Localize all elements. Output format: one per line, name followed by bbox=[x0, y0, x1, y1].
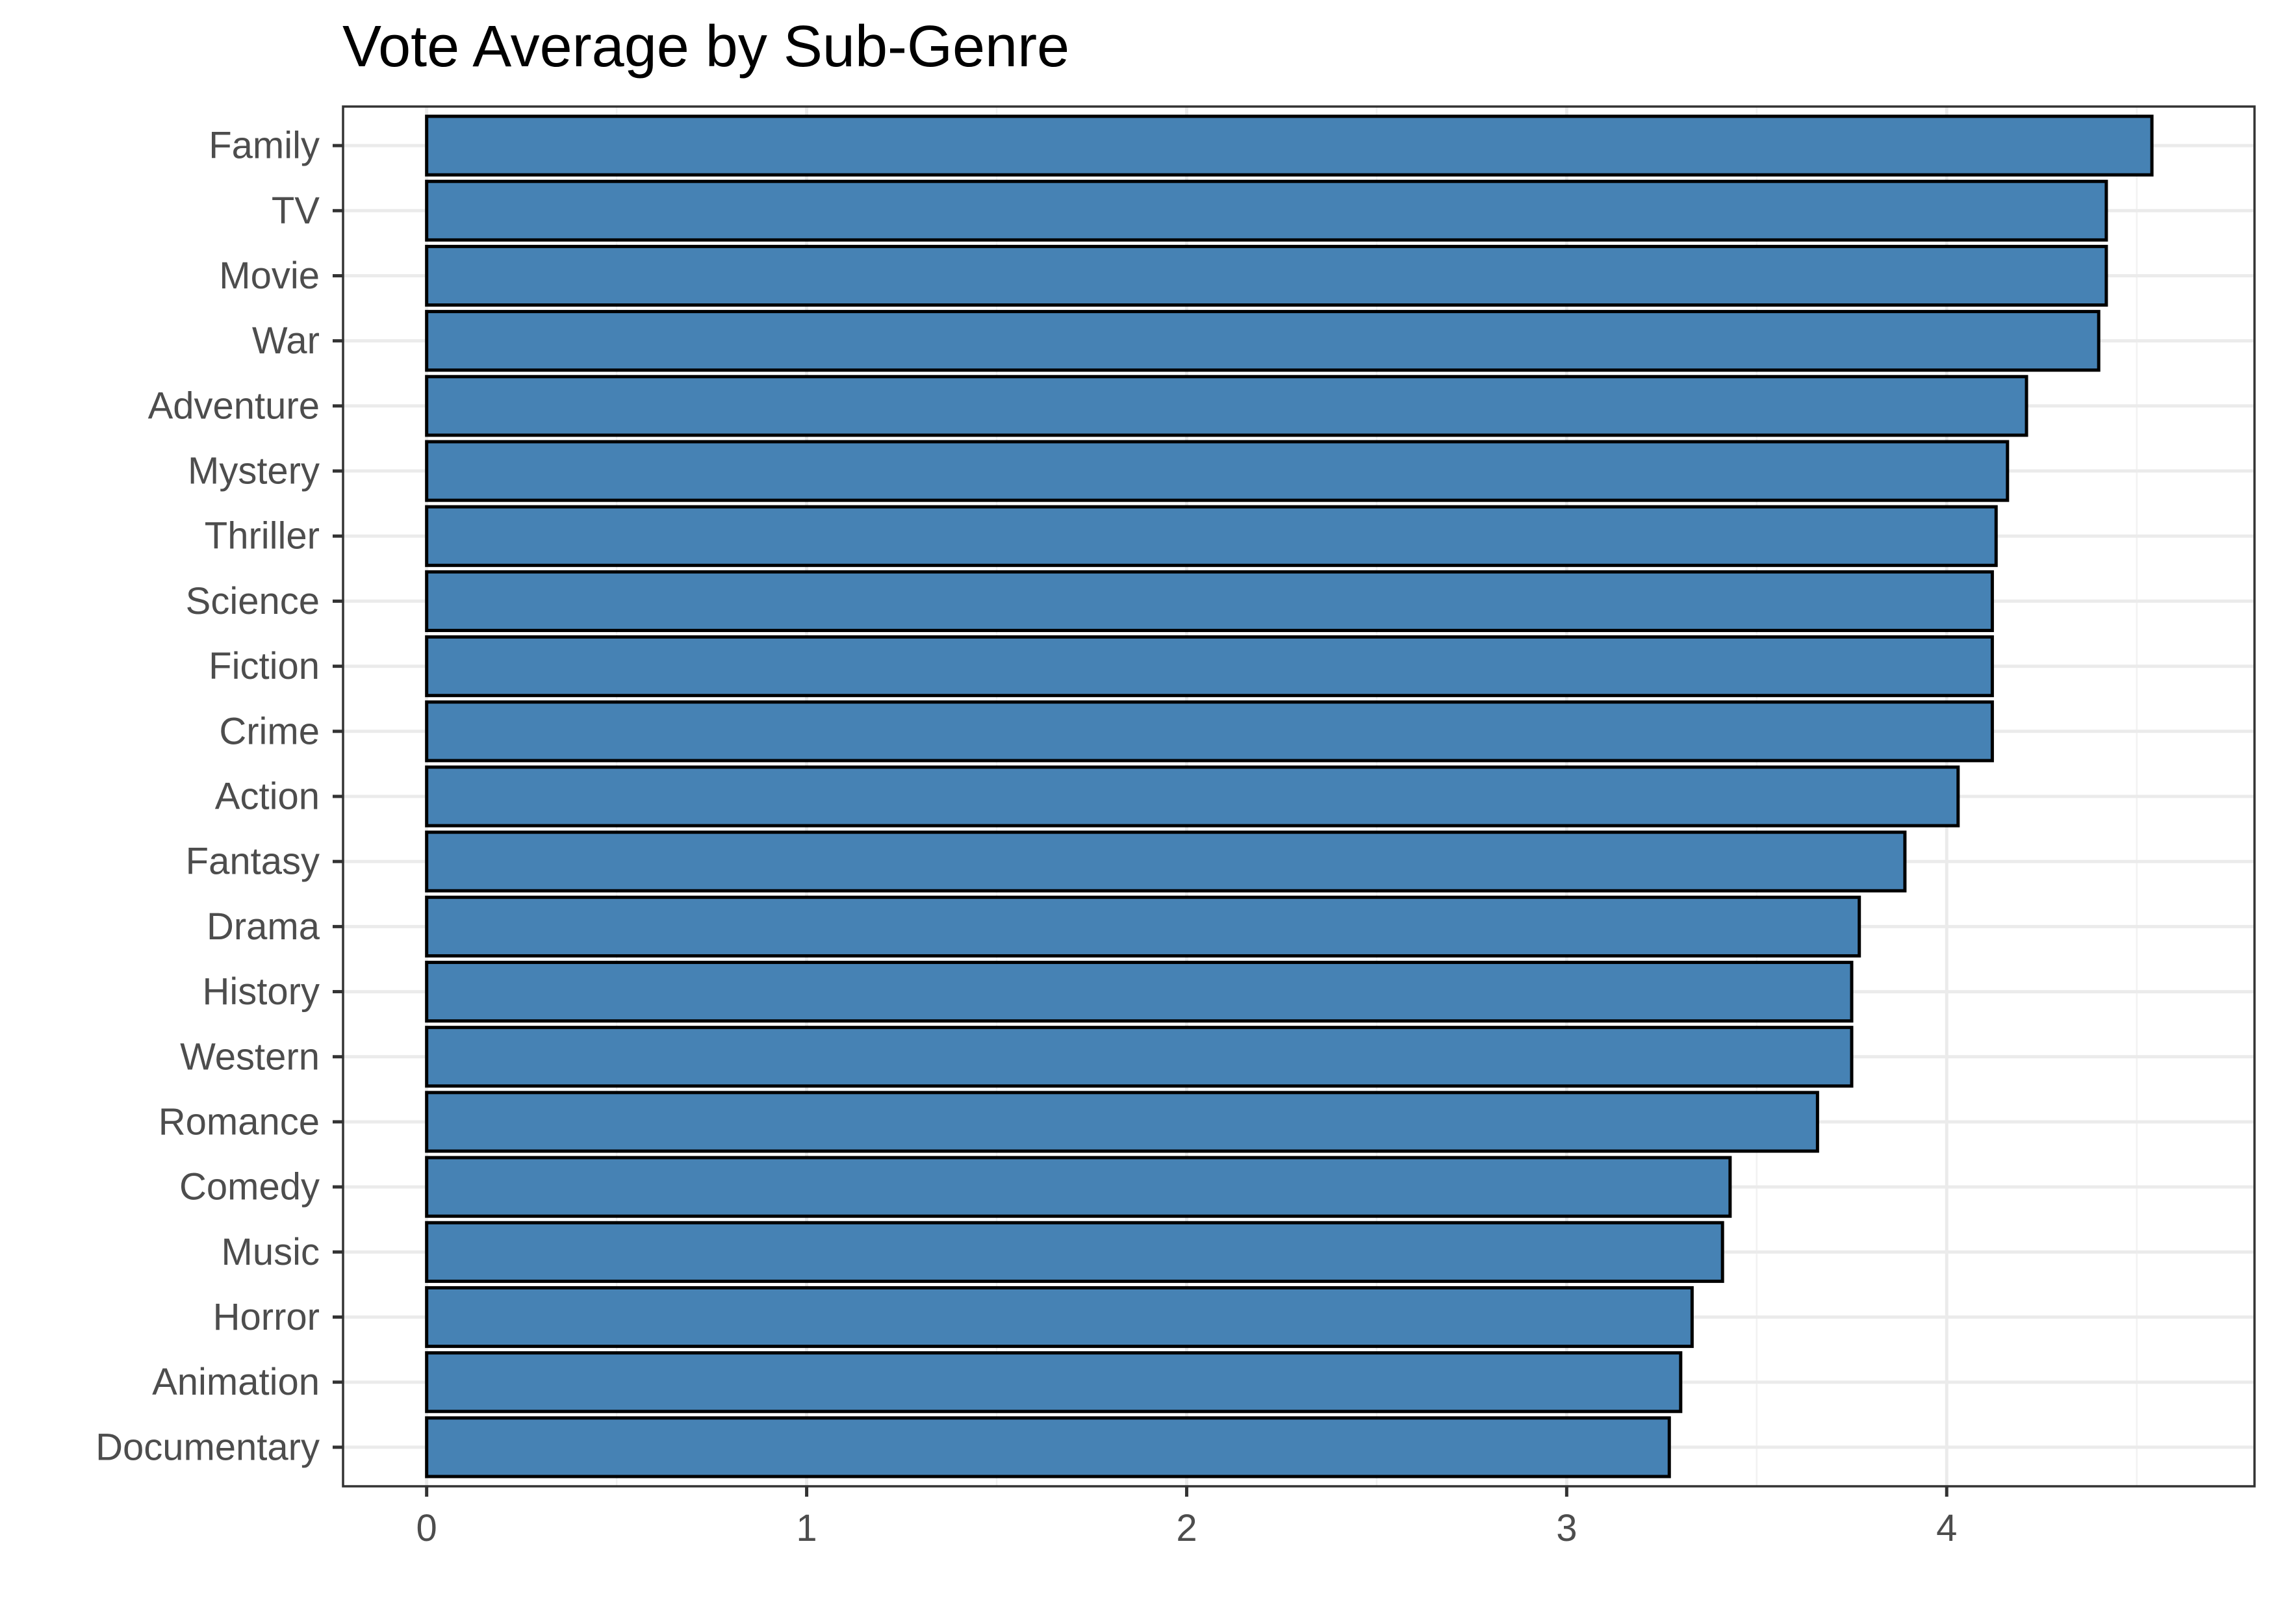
bar-family bbox=[425, 114, 2154, 177]
bar-movie bbox=[425, 244, 2108, 307]
x-tick-label: 2 bbox=[1176, 1507, 1197, 1549]
y-tick-label: War bbox=[252, 320, 320, 362]
bar-romance bbox=[425, 1091, 1819, 1153]
bar-action bbox=[425, 765, 1960, 828]
y-tick-label: Western bbox=[180, 1035, 320, 1078]
bar-tv bbox=[425, 179, 2108, 242]
y-tick-label: History bbox=[203, 971, 320, 1013]
y-tick-label: Music bbox=[222, 1231, 320, 1273]
bar-thriller bbox=[425, 505, 1998, 567]
y-tick-label: Drama bbox=[207, 906, 320, 948]
bar-war bbox=[425, 310, 2101, 372]
bar-fiction bbox=[425, 635, 1994, 698]
bar-history bbox=[425, 960, 1854, 1023]
y-tick-label: Science bbox=[186, 580, 320, 622]
bar-fantasy bbox=[425, 830, 1907, 893]
bar-adventure bbox=[425, 375, 2028, 437]
bar-comedy bbox=[425, 1156, 1732, 1218]
bar-science bbox=[425, 570, 1994, 633]
y-tick-label: Movie bbox=[219, 255, 320, 297]
chart-title: Vote Average by Sub-Genre bbox=[342, 14, 1069, 79]
bar-documentary bbox=[425, 1416, 1671, 1478]
x-tick-label: 0 bbox=[416, 1507, 437, 1549]
y-tick-label: Documentary bbox=[96, 1426, 320, 1468]
bar-drama bbox=[425, 895, 1861, 958]
x-axis: 0 1 2 3 4 bbox=[416, 1486, 1957, 1549]
bar-western bbox=[425, 1026, 1854, 1088]
x-tick-label: 1 bbox=[796, 1507, 817, 1549]
x-tick-label: 3 bbox=[1556, 1507, 1577, 1549]
y-axis: Family TV Movie War Adventure Mystery Thriller… bbox=[96, 125, 343, 1468]
bar-music bbox=[425, 1221, 1724, 1283]
y-tick-label: Mystery bbox=[188, 450, 320, 492]
y-tick-label: Fiction bbox=[209, 645, 320, 687]
bar-animation bbox=[425, 1351, 1683, 1414]
y-tick-label: Romance bbox=[159, 1100, 320, 1143]
bar-crime bbox=[425, 700, 1994, 763]
y-tick-label: Action bbox=[215, 776, 320, 818]
bars bbox=[425, 114, 2154, 1478]
y-tick-label: Animation bbox=[152, 1361, 320, 1403]
y-tick-label: Thriller bbox=[205, 515, 320, 557]
y-tick-label: Comedy bbox=[179, 1166, 320, 1208]
x-tick-label: 4 bbox=[1936, 1507, 1957, 1549]
bar-horror bbox=[425, 1286, 1694, 1349]
y-tick-label: Fantasy bbox=[186, 841, 320, 883]
y-tick-label: Horror bbox=[213, 1296, 320, 1338]
y-tick-label: Adventure bbox=[148, 385, 320, 427]
y-tick-label: Family bbox=[209, 125, 320, 167]
y-tick-label: TV bbox=[272, 190, 320, 232]
y-tick-label: Crime bbox=[219, 710, 320, 752]
bar-mystery bbox=[425, 440, 2010, 502]
